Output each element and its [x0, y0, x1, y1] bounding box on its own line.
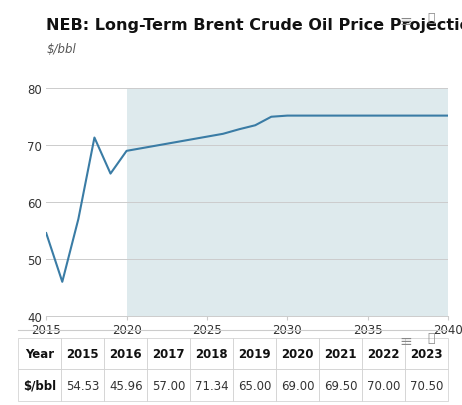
Bar — [127, 89, 448, 316]
Text: NEB: Long-Term Brent Crude Oil Price Projection: NEB: Long-Term Brent Crude Oil Price Pro… — [46, 18, 462, 33]
Text: $/bbl: $/bbl — [46, 43, 76, 55]
Text: ⤢: ⤢ — [427, 12, 435, 25]
Text: ⤢: ⤢ — [427, 331, 435, 344]
Text: ≡: ≡ — [400, 333, 413, 348]
Text: ≡: ≡ — [400, 14, 413, 29]
